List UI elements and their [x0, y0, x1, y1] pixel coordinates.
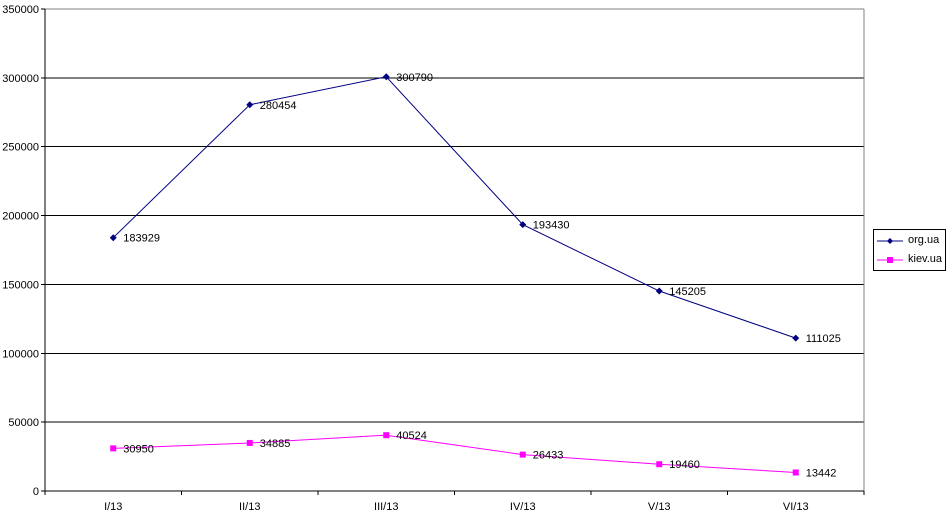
- org-ua-point: [382, 73, 390, 81]
- kiev-ua-legend-swatch: [877, 257, 903, 263]
- org-ua-data-label: 111025: [806, 333, 841, 345]
- series: [109, 73, 800, 476]
- legend-item-org-ua: org.ua: [874, 231, 945, 251]
- org-ua-series-line: [112, 76, 796, 339]
- org-ua-data-label: 145205: [669, 286, 706, 298]
- org-ua-data-label: 300790: [396, 72, 433, 84]
- org-ua-point: [655, 287, 663, 295]
- x-tick-label: VI/13: [783, 501, 809, 513]
- legend-label-kiev-ua: kiev.ua: [908, 253, 943, 265]
- legend-item-kiev-ua: kiev.ua: [874, 250, 945, 270]
- org-ua-point: [246, 101, 254, 109]
- kiev-ua-data-label: 26433: [533, 450, 564, 462]
- org-ua-legend-swatch: [877, 238, 903, 244]
- kiev-ua-point: [656, 461, 663, 468]
- y-tick-label: 0: [33, 486, 39, 498]
- org-ua-point: [519, 221, 527, 229]
- y-tick-label: 300000: [2, 73, 39, 85]
- legend: org.ua kiev.ua: [873, 229, 946, 271]
- org-ua-point: [109, 234, 117, 242]
- kiev-ua-data-label: 34885: [260, 438, 291, 450]
- x-tick-label: III/13: [374, 501, 398, 513]
- kiev-ua-point: [383, 432, 390, 439]
- kiev-ua-data-label: 13442: [806, 467, 837, 479]
- org-ua-data-label: 280454: [260, 100, 297, 112]
- y-tick-label: 350000: [2, 4, 39, 16]
- x-tick-label: I/13: [104, 501, 122, 513]
- kiev-ua-point: [792, 469, 799, 476]
- x-tick-label: II/13: [239, 501, 260, 513]
- data-labels: 183929 280454 300790 193430 145205 111025 3095…: [123, 72, 841, 480]
- legend-label-org-ua: org.ua: [908, 234, 940, 246]
- y-tick-label: 50000: [8, 417, 39, 429]
- kiev-ua-data-label: 19460: [669, 459, 700, 471]
- kiev-ua-series-line: [113, 434, 796, 473]
- y-tick-label: 250000: [2, 142, 39, 154]
- org-ua-data-label: 193430: [533, 220, 570, 232]
- org-ua-data-label: 183929: [123, 233, 160, 245]
- y-tick-label: 100000: [2, 348, 39, 360]
- kiev-ua-point: [246, 439, 253, 446]
- axes: 0 50000 100000 150000 200000 250000 300000 3500…: [2, 4, 865, 513]
- y-tick-label: 150000: [2, 279, 39, 291]
- org-ua-point: [792, 334, 800, 342]
- kiev-ua-point: [110, 445, 117, 452]
- x-tick-label: V/13: [648, 501, 671, 513]
- kiev-ua-data-label: 40524: [396, 430, 427, 442]
- grid-lines: [45, 8, 865, 491]
- y-tick-label: 200000: [2, 211, 39, 223]
- kiev-ua-point: [519, 451, 526, 458]
- x-tick-label: IV/13: [510, 501, 536, 513]
- kiev-ua-data-label: 30950: [123, 443, 154, 455]
